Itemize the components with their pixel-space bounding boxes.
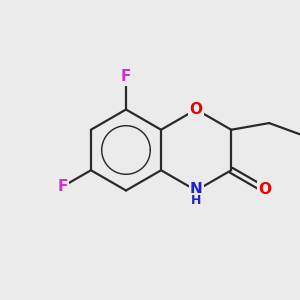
Text: O: O — [190, 102, 202, 117]
Text: F: F — [121, 69, 131, 84]
Text: O: O — [258, 182, 271, 197]
Text: H: H — [191, 194, 201, 207]
Text: F: F — [57, 179, 68, 194]
Text: N: N — [190, 182, 203, 197]
